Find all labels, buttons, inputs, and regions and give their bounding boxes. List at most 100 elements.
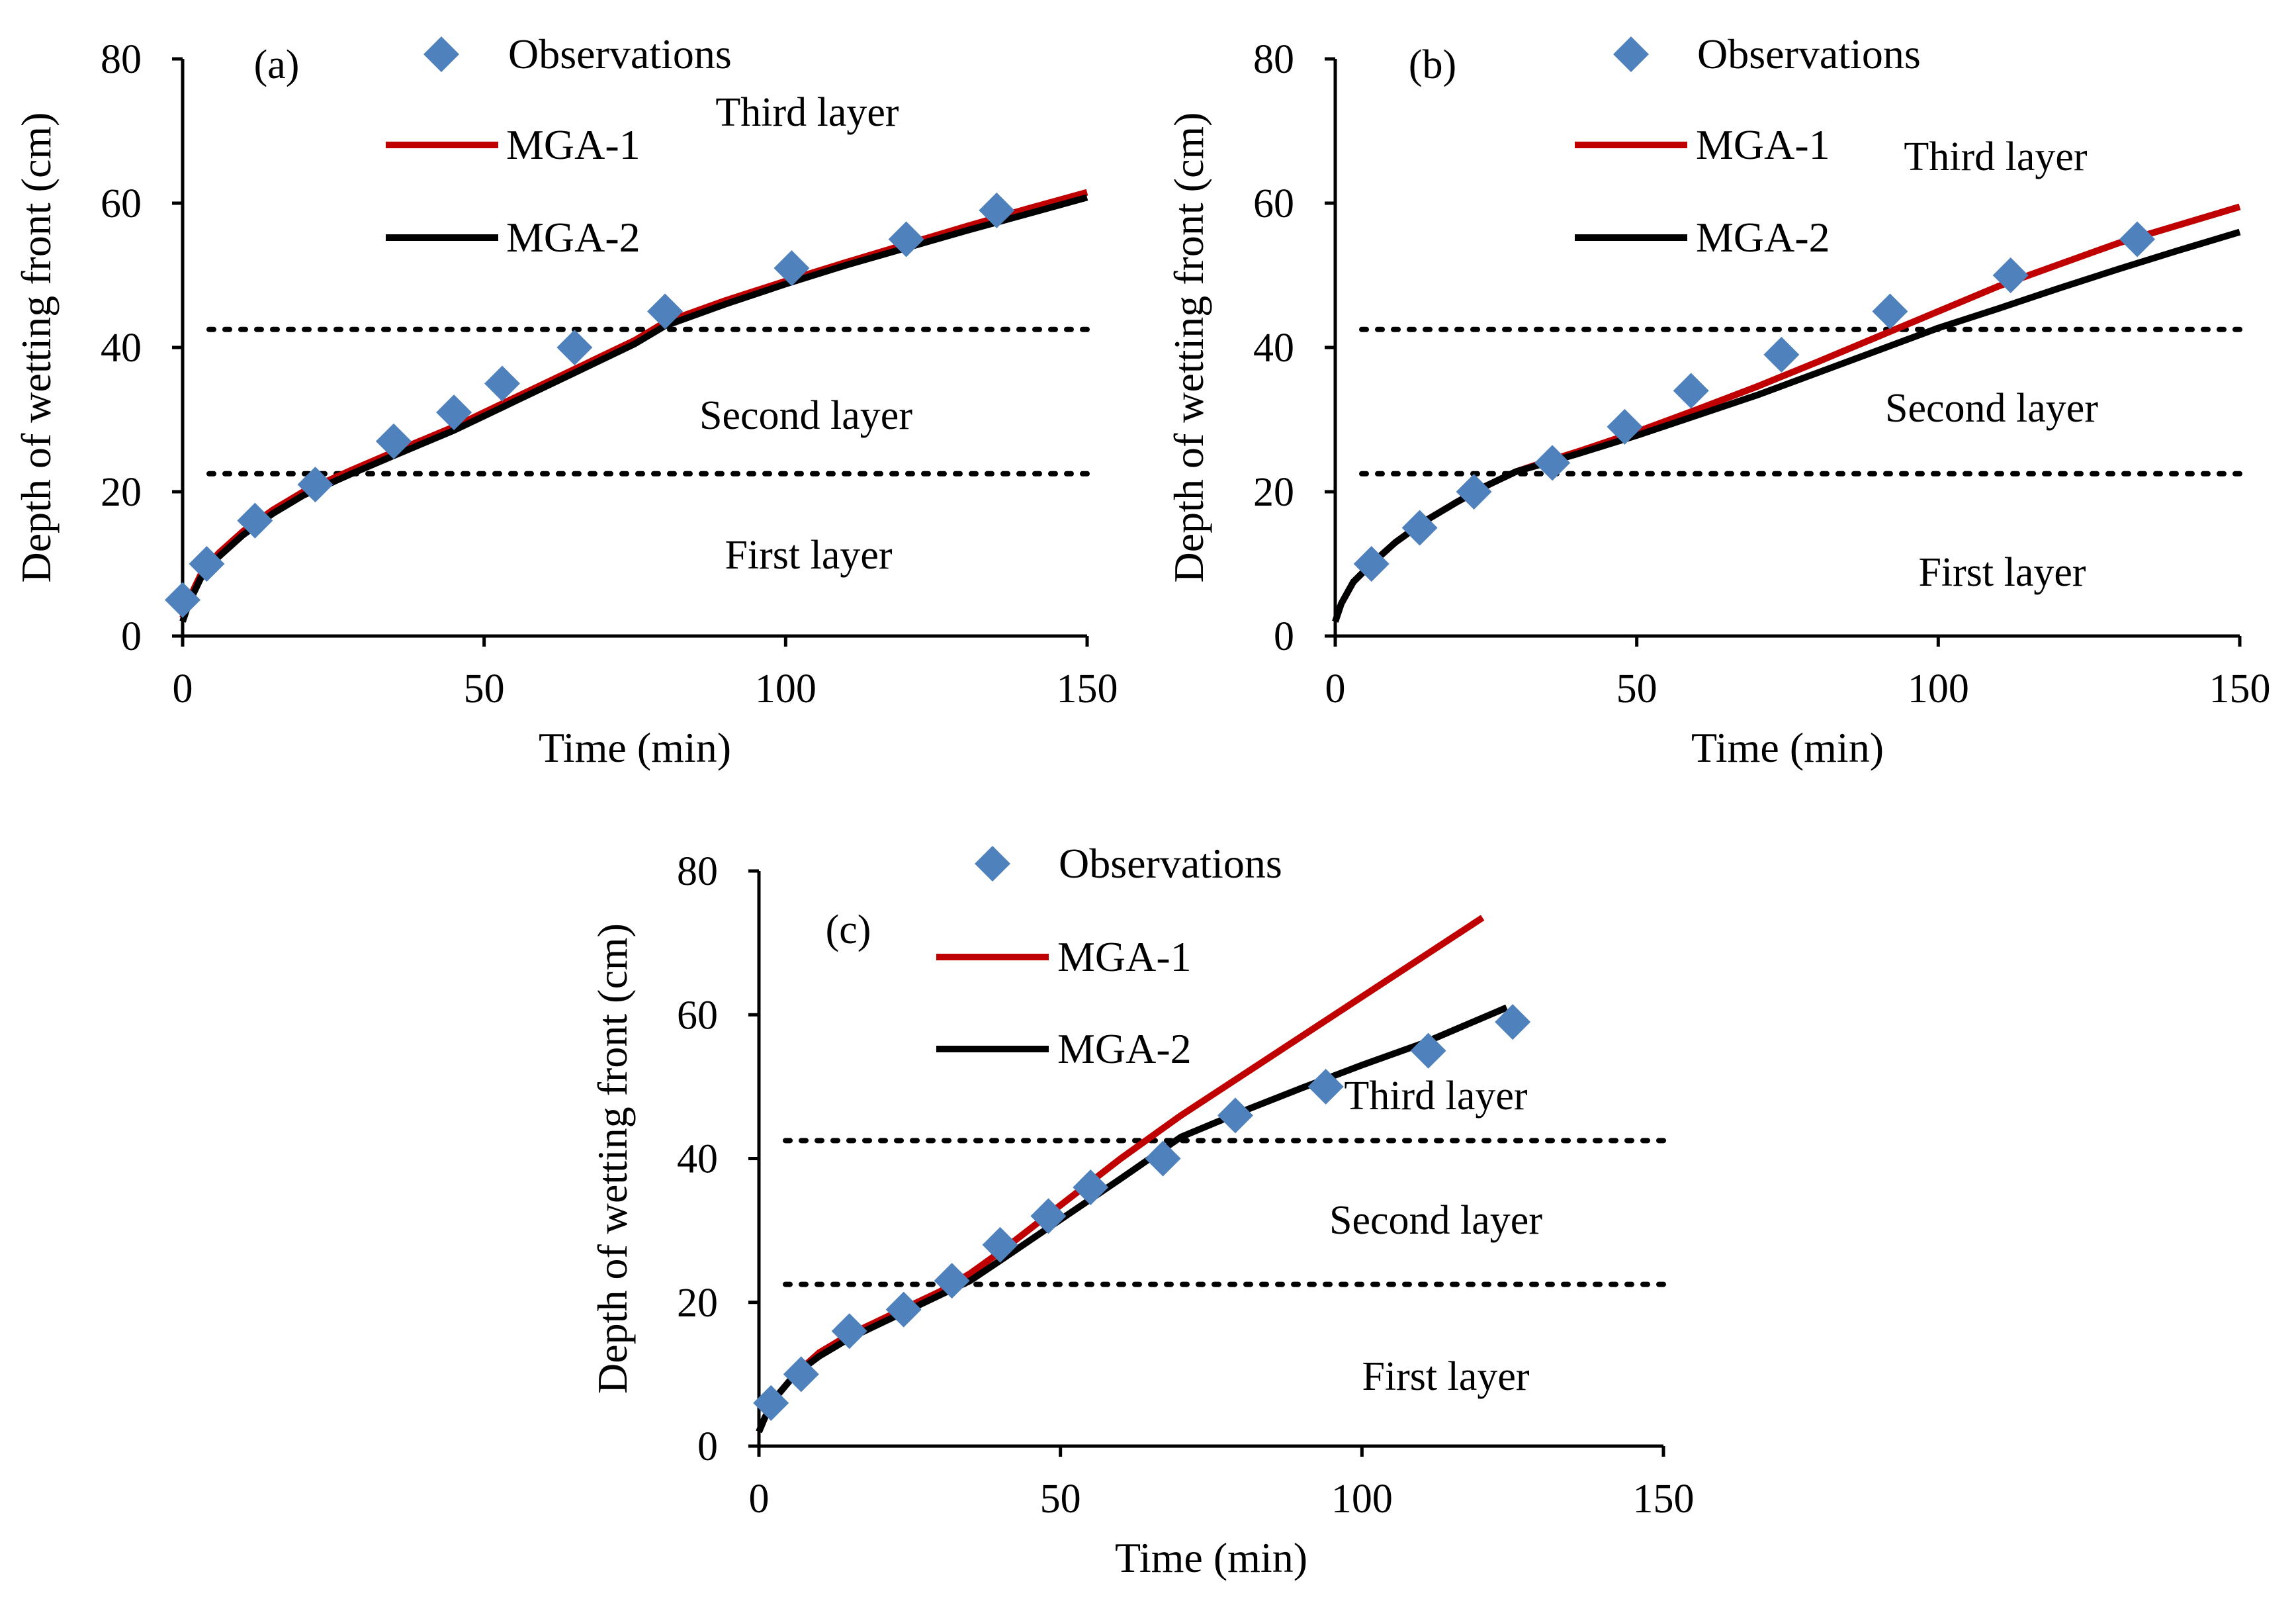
layer-label: Third layer [715,90,899,135]
y-tick-label: 0 [121,614,142,659]
legend-observations-label: Observations [1059,840,1282,887]
observation-point [783,1356,819,1393]
observation-point [647,293,684,330]
observation-point [1673,373,1709,409]
observation-point [484,365,521,402]
observation-point [831,1313,867,1349]
layer-label: Second layer [1885,386,2098,431]
legend-mga1-label: MGA-1 [506,121,640,168]
layer-label: Third layer [1904,134,2088,179]
observation-point [1763,336,1800,373]
legend: Observations MGA-1 MGA-2 [386,30,732,261]
legend-mga2-label: MGA-2 [506,214,640,261]
y-tick-label: 80 [677,849,718,894]
y-tick-label: 0 [1274,614,1294,659]
x-tick-label: 0 [173,666,193,711]
layer-label: First layer [1362,1354,1529,1399]
observation-point [189,546,225,582]
panel-b: 0 20 40 60 80 0 50 100 150 Time (min) Depth of wet… [1165,30,2271,771]
y-axis-title: Depth of wetting front (cm) [589,923,636,1394]
observation-point [1401,510,1438,546]
y-axis-title: Depth of wetting front (cm) [1165,113,1212,583]
x-tick-label: 150 [1633,1477,1695,1522]
layer-label: First layer [1918,550,2086,595]
layer-label: Second layer [1329,1198,1542,1243]
panel-label: (c) [826,907,871,952]
x-tick-label: 50 [464,666,505,711]
x-tick-label: 100 [755,666,817,711]
legend: Observations MGA-1 MGA-2 [936,840,1282,1072]
series-mga1-line [1332,203,2241,623]
series-mga2-line [1332,228,2241,623]
observation-point [1872,293,1908,330]
panel-c: 0 20 40 60 80 0 50 100 150 Time (min) Depth of wet… [589,840,1695,1581]
observation-point [556,330,593,365]
y-tick-label: 60 [1253,181,1294,226]
observation-point [885,1291,922,1328]
observation-point [982,1226,1018,1263]
legend-mga2-label: MGA-2 [1057,1025,1192,1072]
y-tick-label: 80 [1253,37,1294,82]
legend-observations-marker [423,36,459,72]
legend-observations-marker [1613,36,1649,72]
x-tick-label: 150 [1057,666,1118,711]
layer-label: First layer [725,533,892,578]
observation-point [979,192,1015,228]
observation-point [934,1263,970,1299]
observation-point [375,423,412,459]
y-tick-label: 0 [697,1424,718,1469]
x-tick-label: 50 [1616,666,1657,711]
observation-point [165,582,200,618]
series-mga2-line [179,194,1088,623]
y-tick-label: 20 [677,1281,718,1326]
legend-mga1-label: MGA-1 [1057,933,1192,980]
x-tick-label: 0 [749,1477,770,1522]
observation-point [436,394,472,431]
observation-point [297,467,333,503]
layer-label: Second layer [699,393,912,438]
x-tick-label: 150 [2209,666,2271,711]
x-axis-title: Time (min) [539,724,731,771]
y-tick-label: 80 [101,37,142,82]
observation-point [753,1385,789,1421]
x-axis-title: Time (min) [1115,1534,1307,1581]
observation-point [1607,408,1643,445]
x-tick-label: 0 [1325,666,1346,711]
panel-a: 0 20 40 60 80 0 50 100 150 Time (min) Depth of wet… [13,30,1118,771]
y-tick-label: 20 [1253,470,1294,515]
x-tick-label: 100 [1331,1477,1393,1522]
legend-mga1-label: MGA-1 [1696,121,1830,168]
observation-point [888,221,924,257]
observation-point [1217,1097,1253,1134]
y-axis-title: Depth of wetting front (cm) [13,113,60,583]
panel-label: (a) [254,42,300,87]
legend: Observations MGA-1 MGA-2 [1575,30,1921,261]
observation-point [1030,1198,1067,1234]
observation-point [1534,445,1571,481]
y-tick-label: 40 [677,1137,718,1182]
observation-point [1145,1140,1181,1177]
panel-label: (b) [1409,42,1456,87]
y-tick-label: 20 [101,470,142,515]
x-axis-title: Time (min) [1691,724,1884,771]
y-tick-label: 60 [101,181,142,226]
layer-label: Third layer [1344,1074,1528,1119]
observation-point [2119,221,2156,257]
observation-point [1992,257,2029,293]
observation-point [773,250,810,287]
x-tick-label: 50 [1040,1477,1081,1522]
observation-point [237,502,273,539]
legend-observations-marker [975,846,1010,882]
x-tick-label: 100 [1908,666,1969,711]
observation-point [1456,474,1492,510]
y-tick-label: 40 [1253,326,1294,371]
y-tick-label: 60 [677,993,718,1038]
observation-point [1073,1169,1109,1205]
legend-observations-label: Observations [508,30,732,77]
y-tick-label: 40 [101,326,142,371]
observation-point [1307,1068,1344,1105]
observation-point [1353,546,1390,582]
legend-mga2-label: MGA-2 [1696,214,1830,261]
legend-observations-label: Observations [1697,30,1921,77]
